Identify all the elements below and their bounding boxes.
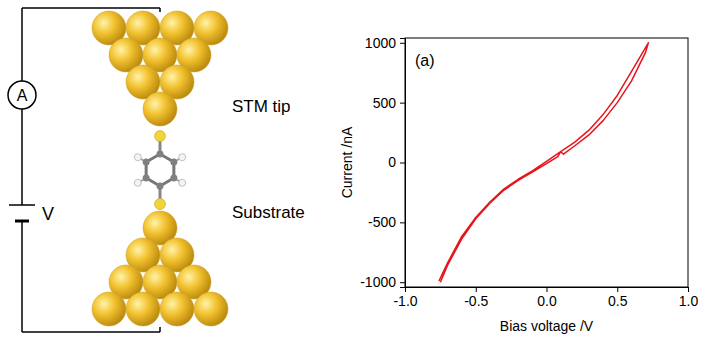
tip-label: STM tip xyxy=(232,97,291,116)
wire xyxy=(22,7,160,9)
carbon-atom xyxy=(157,151,164,158)
tick-label: 0 xyxy=(388,154,396,170)
tick-mark xyxy=(400,103,405,104)
data-line xyxy=(439,43,648,282)
tick: 0 xyxy=(388,154,405,170)
carbon-atom xyxy=(170,159,177,166)
tick: 1.0 xyxy=(679,287,699,309)
ammeter xyxy=(8,81,36,109)
tick-mark xyxy=(400,163,405,164)
tick-mark xyxy=(476,287,477,292)
plot-area xyxy=(439,43,648,282)
x-axis: -1.0 -0.5 0.0 0.5 1.0 xyxy=(393,287,698,309)
tick: 500 xyxy=(373,95,405,111)
tick-label: 1000 xyxy=(365,35,396,51)
gold-atom xyxy=(126,292,160,326)
tick: -500 xyxy=(368,214,405,230)
y-axis-title: Current /nA xyxy=(339,126,355,198)
ammeter-label: A xyxy=(17,87,28,104)
tick: 0.5 xyxy=(608,287,628,309)
plot-frame xyxy=(405,38,688,287)
tick-label: -0.5 xyxy=(464,293,488,309)
tick: 0.0 xyxy=(537,287,557,309)
chart: -1.0 -0.5 0.0 0.5 1.0 -1000 -500 0 500 1000 (a) Bia… xyxy=(339,35,698,334)
tick: -0.5 xyxy=(464,287,488,309)
tick-mark xyxy=(400,43,405,44)
wire xyxy=(159,327,161,332)
sulfur-atom xyxy=(155,131,166,142)
carbon-atom xyxy=(157,183,164,190)
gold-atom xyxy=(194,292,228,326)
wire xyxy=(22,331,160,333)
carbon-atom xyxy=(143,175,150,182)
panel-label: (a) xyxy=(415,52,435,69)
y-axis: -1000 -500 0 500 1000 xyxy=(360,35,405,290)
voltage-label: V xyxy=(42,204,54,224)
wire xyxy=(159,8,161,12)
tick-mark xyxy=(688,287,689,292)
tick-label: 0.0 xyxy=(537,293,557,309)
tick-mark xyxy=(617,287,618,292)
tick-label: 500 xyxy=(373,95,397,111)
sulfur-atom xyxy=(155,199,166,210)
x-axis-title: Bias voltage /V xyxy=(500,318,594,334)
benzene-ring xyxy=(146,154,174,186)
hydrogen-atom xyxy=(134,179,141,186)
diagram: V A STM tip Substrate xyxy=(8,8,305,332)
tick: 1000 xyxy=(365,35,405,51)
substrate-label: Substrate xyxy=(232,203,305,222)
battery-plate xyxy=(9,204,35,206)
tick-mark xyxy=(400,282,405,283)
axis-line xyxy=(406,288,689,293)
figure: V A STM tip Substrate -1.0 -0.5 0.0 0.5 1.0 -1000… xyxy=(0,0,704,340)
hydrogen-atom xyxy=(179,179,186,186)
hydrogen-atom xyxy=(134,154,141,161)
wire xyxy=(21,109,23,205)
tick: -1.0 xyxy=(393,287,417,309)
carbon-atom xyxy=(143,159,150,166)
tick-label: 1.0 xyxy=(679,293,699,309)
tick-mark xyxy=(400,222,405,223)
tick-mark xyxy=(547,287,548,292)
tick-label: -1.0 xyxy=(393,293,417,309)
gold-atom xyxy=(143,92,177,126)
tick-label: -500 xyxy=(368,214,396,230)
tick-label: 0.5 xyxy=(608,293,628,309)
hydrogen-atom xyxy=(179,154,186,161)
carbon-atom xyxy=(170,175,177,182)
tick: -1000 xyxy=(360,274,405,290)
gold-atom xyxy=(160,292,194,326)
gold-atom xyxy=(92,292,126,326)
tick-label: -1000 xyxy=(360,274,396,290)
wire xyxy=(21,8,23,81)
wire xyxy=(21,221,23,332)
battery-plate xyxy=(15,220,29,223)
